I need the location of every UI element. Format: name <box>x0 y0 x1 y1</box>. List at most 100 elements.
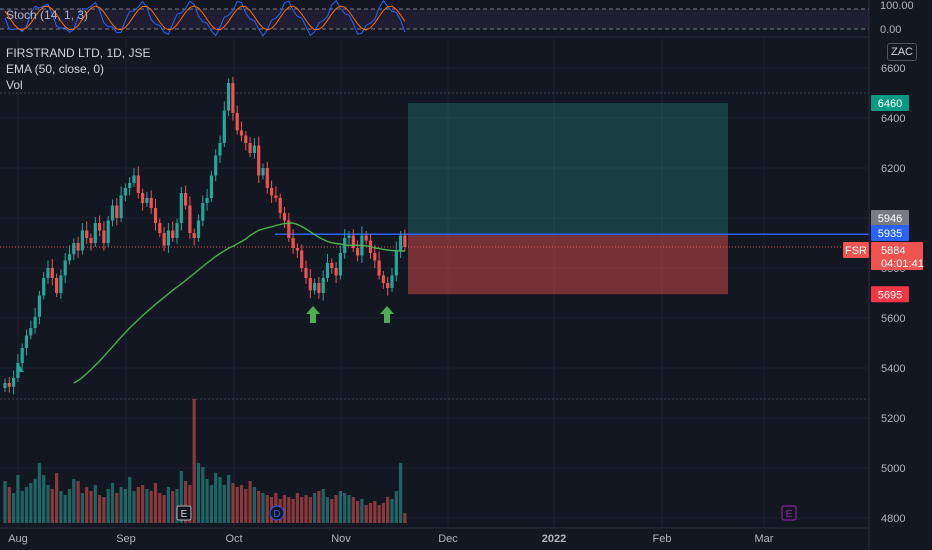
volume-bar <box>12 493 16 523</box>
candle <box>89 233 93 251</box>
candle <box>364 231 368 245</box>
volume-bar <box>33 479 37 523</box>
volume-bar <box>3 481 7 523</box>
candle <box>175 218 179 244</box>
candle-body <box>29 328 33 336</box>
candle-body <box>239 130 244 136</box>
candle <box>158 218 162 237</box>
volume-bar <box>115 493 119 523</box>
candle <box>261 163 265 180</box>
candle <box>265 162 269 194</box>
volume-bar <box>214 473 218 523</box>
currency-badge[interactable]: ZAC <box>887 43 917 61</box>
candle <box>201 195 205 227</box>
volume-bar <box>381 503 385 523</box>
volume-bar <box>171 491 175 523</box>
candle-body <box>351 235 355 248</box>
volume-bar <box>304 495 308 523</box>
candle-body <box>321 278 325 293</box>
ticker-tag-bg <box>843 242 869 258</box>
candle <box>386 277 390 296</box>
candle-body <box>175 223 179 238</box>
volume-bar <box>59 491 63 523</box>
candle <box>184 185 188 210</box>
candle-body <box>278 198 282 213</box>
candle <box>119 186 123 222</box>
volume-bar <box>377 505 381 523</box>
stoch-indicator-label[interactable]: Stoch (14, 1, 3) <box>6 8 89 22</box>
candle <box>188 196 192 239</box>
candle <box>192 228 196 246</box>
candle <box>196 214 201 242</box>
marker-text: E <box>786 509 793 520</box>
stoch-d-line <box>4 5 406 31</box>
candle-body <box>295 248 299 251</box>
candle-body <box>145 198 149 203</box>
stoch-axis-label: 100.00 <box>880 0 914 12</box>
candle <box>278 193 282 219</box>
stoch-band <box>0 9 869 29</box>
candle <box>123 183 127 202</box>
volume-bar <box>149 491 153 523</box>
symbol-title[interactable]: FIRSTRAND LTD, 1D, JSE <box>6 46 151 60</box>
candle-body <box>37 295 41 317</box>
candle <box>141 188 145 211</box>
candle <box>282 207 287 228</box>
candle <box>235 105 239 135</box>
candle <box>295 243 299 258</box>
candle-body <box>136 175 140 193</box>
volume-bar <box>123 489 127 523</box>
candle <box>209 171 213 202</box>
volume-bar <box>287 497 291 523</box>
candle <box>72 238 76 260</box>
volume-bar <box>72 479 76 523</box>
volume-bar <box>399 463 403 523</box>
green-up-arrow-icon <box>380 306 394 323</box>
candle-body <box>132 175 136 183</box>
volume-bar <box>184 481 188 523</box>
candle <box>252 138 256 159</box>
candle <box>50 259 54 286</box>
volume-bar <box>128 477 132 523</box>
candle-body <box>149 198 153 208</box>
volume-bar <box>338 491 342 523</box>
volume-bar <box>67 489 72 523</box>
candle-body <box>244 135 248 143</box>
candle-body <box>231 83 235 113</box>
vol-legend[interactable]: Vol <box>6 78 23 92</box>
price-tag-bg <box>871 95 909 111</box>
volume-bar <box>201 467 205 523</box>
volume-bar <box>42 475 46 523</box>
marker-shape <box>781 505 797 521</box>
volume-bar <box>356 501 360 523</box>
time-tick-label: Mar <box>755 533 774 545</box>
candle-body <box>106 220 110 243</box>
candle <box>205 189 209 211</box>
candle-body <box>196 220 201 238</box>
candle-body <box>274 195 278 198</box>
candle-body <box>282 213 287 221</box>
candle <box>356 240 360 262</box>
price-tag-text: 5946 <box>878 213 902 225</box>
candle-body <box>7 383 11 387</box>
candle <box>128 177 132 196</box>
volume-bar <box>244 489 248 523</box>
volume-bar <box>106 489 110 523</box>
candle <box>321 270 325 301</box>
candle-body <box>128 183 132 188</box>
price-tick-label: 4800 <box>881 513 905 525</box>
candle <box>33 307 37 334</box>
stoch-pane <box>0 0 932 38</box>
ema-legend[interactable]: EMA (50, close, 0) <box>6 62 105 76</box>
candle <box>218 135 222 163</box>
candle <box>149 190 153 214</box>
candle <box>381 271 385 289</box>
candle-body <box>325 263 330 278</box>
volume-bar <box>257 491 261 523</box>
candle-body <box>304 268 308 278</box>
volume-bar <box>110 483 115 523</box>
candle <box>12 370 16 395</box>
candle-body <box>201 203 205 221</box>
candle-body <box>334 268 338 276</box>
